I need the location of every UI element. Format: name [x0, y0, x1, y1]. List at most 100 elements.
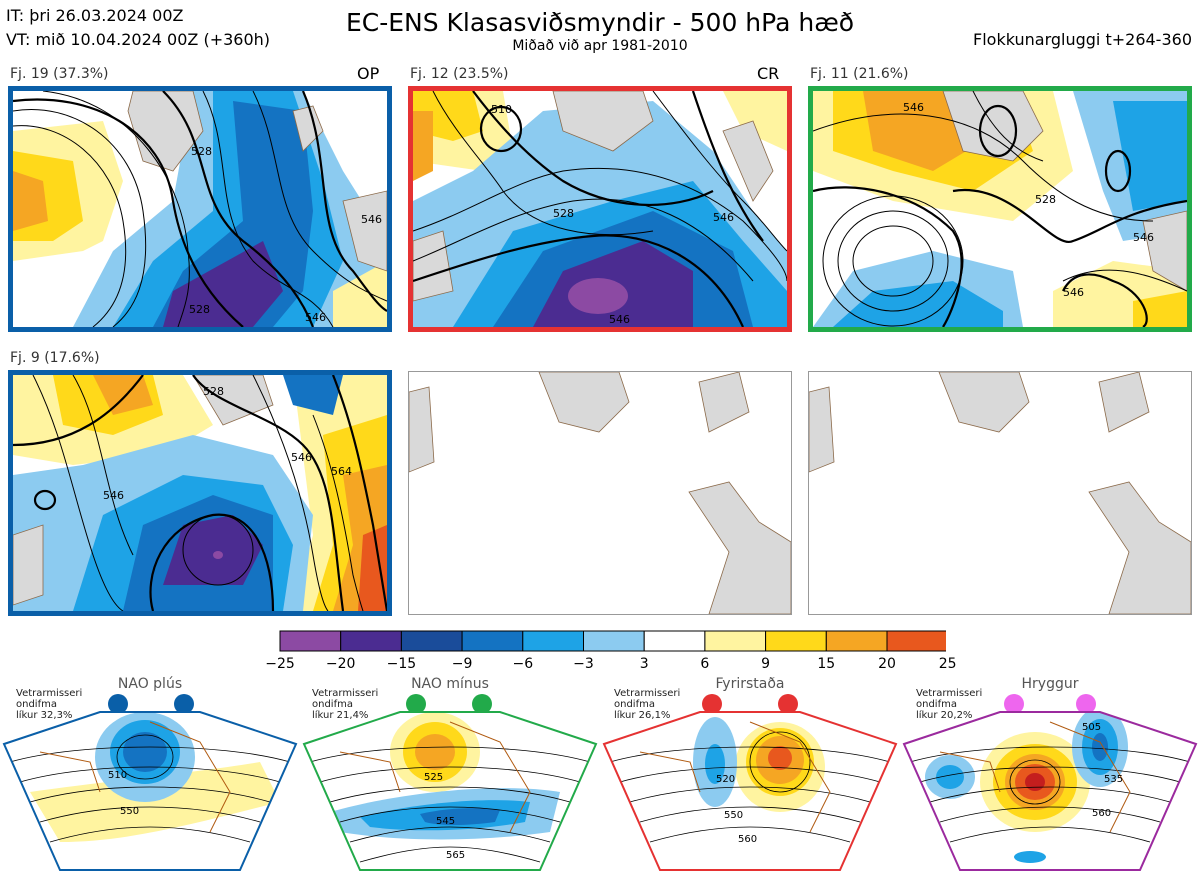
colorbar-segment — [400, 630, 463, 652]
empty-map-1 — [408, 371, 792, 615]
valid-time: VT: mið 10.04.2024 00Z (+360h) — [6, 30, 271, 49]
cluster-2-label: Fj. 12 (23.5%) — [410, 66, 509, 82]
contour-label: 546 — [291, 451, 312, 464]
colorbar-segment — [643, 630, 706, 652]
colorbar-tick: −3 — [573, 656, 594, 672]
regime-contour-label: 510 — [108, 770, 127, 781]
regime-dot — [406, 694, 426, 714]
cluster-1-label: Fj. 19 (37.3%) — [10, 66, 109, 82]
regime-dot — [472, 694, 492, 714]
regime-dot — [108, 694, 128, 714]
regime-ridge: Hryggur Vetrarmisseri ondifma líkur 20,2… — [900, 672, 1200, 871]
regime-contour-label: 525 — [424, 772, 443, 783]
colorbar-segment — [340, 630, 402, 652]
colorbar — [279, 630, 946, 652]
colorbar-tick: 25 — [938, 656, 957, 672]
regime-info-line: líkur 32,3% — [16, 710, 73, 721]
contour-label: 546 — [903, 101, 924, 114]
colorbar-segment — [825, 630, 888, 652]
colorbar-segment — [583, 630, 645, 652]
colorbar-segment — [461, 630, 524, 652]
contour-label: 528 — [191, 145, 212, 158]
cluster-3-map: 528 546 546 546 — [808, 86, 1192, 332]
regime-title: NAO plús — [117, 676, 183, 692]
contour-label: 546 — [609, 313, 630, 326]
contour-label: 564 — [331, 465, 352, 478]
contour-label: 528 — [553, 207, 574, 220]
cluster-1-tag: OP — [357, 64, 380, 83]
contour-label: 528 — [1035, 193, 1056, 206]
regime-dot — [174, 694, 194, 714]
regime-contour-label: 535 — [1104, 774, 1123, 785]
regime-contour-label: 545 — [436, 816, 455, 827]
cluster-3-label: Fj. 11 (21.6%) — [810, 66, 909, 82]
regime-contour-label: 550 — [724, 810, 743, 821]
regime-blocking: Fyrirstaða Vetrarmisseri ondifma líkur 2… — [600, 672, 900, 871]
contour-label: 546 — [1133, 231, 1154, 244]
cluster-4-map: 528 546 546 564 — [8, 370, 392, 616]
empty-map-2 — [808, 371, 1192, 615]
regime-info-line: Vetrarmisseri — [916, 688, 983, 699]
cluster-4-label: Fj. 9 (17.6%) — [10, 350, 100, 366]
regime-title: Hryggur — [1021, 676, 1079, 692]
colorbar-segment — [522, 630, 585, 652]
regime-info: Vetrarmisseri ondifma líkur 20,2% — [916, 688, 1006, 721]
regime-info: Vetrarmisseri ondifma líkur 21,4% — [312, 688, 402, 721]
colorbar-segment — [886, 630, 946, 652]
regime-contour-label: 520 — [716, 774, 735, 785]
colorbar-tick: −15 — [386, 656, 417, 672]
initial-time: IT: þri 26.03.2024 00Z — [6, 6, 184, 25]
contour-label: 528 — [203, 385, 224, 398]
regime-dot — [1004, 694, 1024, 714]
colorbar-tick: 9 — [761, 656, 771, 672]
colorbar-segment — [765, 630, 827, 652]
classification-window: Flokkunargluggi t+264-360 — [973, 30, 1192, 49]
regime-nao-plus: NAO plús Vetrarmisseri ondifma líkur 32,… — [0, 672, 300, 871]
colorbar-tick: −25 — [265, 656, 295, 672]
regime-info-line: líkur 20,2% — [916, 710, 973, 721]
contour-label: 546 — [361, 213, 382, 226]
regime-info-line: ondifma — [916, 699, 957, 710]
colorbar-segment — [704, 630, 767, 652]
regime-dot — [702, 694, 722, 714]
cluster-1-map: 528 528 546 546 — [8, 86, 392, 332]
regime-info-line: ondifma — [614, 699, 655, 710]
contour-label: 546 — [1063, 286, 1084, 299]
regime-info-line: ondifma — [16, 699, 57, 710]
contour-label: 546 — [713, 211, 734, 224]
regime-info-line: líkur 26,1% — [614, 710, 671, 721]
regime-title: Fyrirstaða — [715, 676, 785, 692]
regime-info-line: Vetrarmisseri — [614, 688, 681, 699]
colorbar-tick: −20 — [325, 656, 356, 672]
regime-contour-label: 550 — [120, 806, 139, 817]
regime-nao-minus: NAO mínus Vetrarmisseri ondifma líkur 21… — [300, 672, 600, 871]
contour-label: 510 — [491, 103, 512, 116]
regime-info-line: ondifma — [312, 699, 353, 710]
colorbar-tick: 15 — [817, 656, 836, 672]
regime-contour-label: 560 — [738, 834, 757, 845]
colorbar-segment — [279, 630, 342, 652]
regime-info-line: Vetrarmisseri — [312, 688, 379, 699]
colorbar-tick: −6 — [512, 656, 534, 672]
regime-title: NAO mínus — [411, 676, 489, 692]
cluster-2-tag: CR — [757, 64, 780, 83]
colorbar-tick: 3 — [639, 656, 649, 672]
regime-dot — [1076, 694, 1096, 714]
regime-info: Vetrarmisseri ondifma líkur 32,3% — [16, 688, 106, 721]
regime-info-line: líkur 21,4% — [312, 710, 369, 721]
colorbar-tick: −9 — [451, 656, 473, 672]
page-subtitle: Miðað við apr 1981-2010 — [512, 38, 688, 54]
regime-contour-label: 560 — [1092, 808, 1111, 819]
regime-info: Vetrarmisseri ondifma líkur 26,1% — [614, 688, 704, 721]
cluster-2-map: 510 528 546 546 — [408, 86, 792, 332]
page-title: EC-ENS Klasasviðsmyndir - 500 hPa hæð — [345, 8, 855, 37]
regime-info-line: Vetrarmisseri — [16, 688, 83, 699]
contour-label: 546 — [305, 311, 326, 324]
regime-dot — [778, 694, 798, 714]
regime-contour-label: 505 — [1082, 722, 1101, 733]
regime-contour-label: 565 — [446, 850, 465, 861]
contour-label: 528 — [189, 303, 210, 316]
colorbar-tick: 6 — [700, 656, 710, 672]
contour-label: 546 — [103, 489, 124, 502]
colorbar-tick: 20 — [878, 656, 896, 672]
